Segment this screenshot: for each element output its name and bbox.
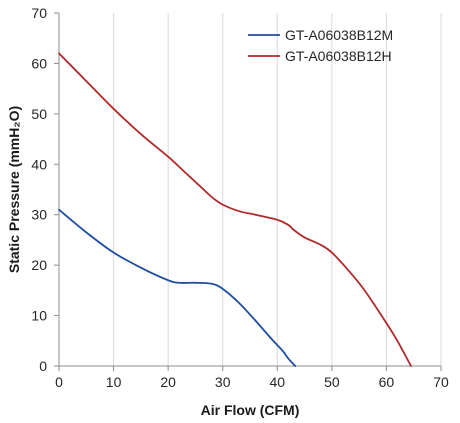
x-tick-label: 0 <box>55 374 63 390</box>
y-tick-label: 0 <box>39 358 47 374</box>
y-tick-label: 40 <box>31 156 47 172</box>
legend-label: GT-A06038B12M <box>285 27 393 43</box>
x-tick-label: 10 <box>106 374 122 390</box>
y-axis-title: Static Pressure (mmH₂O) <box>6 106 22 273</box>
y-tick-label: 30 <box>31 207 47 223</box>
x-tick-label: 20 <box>160 374 176 390</box>
x-tick-label: 60 <box>379 374 395 390</box>
y-tick-label: 10 <box>31 308 47 324</box>
x-axis-title: Air Flow (CFM) <box>201 402 300 418</box>
y-tick-label: 50 <box>31 106 47 122</box>
series-line-gt-a06038b12m <box>58 208 297 367</box>
tick-labels: 0 10 20 30 40 50 60 70 0 10 20 30 40 50 60 70 <box>31 5 449 390</box>
legend-label: GT-A06038B12H <box>285 48 392 64</box>
series-lines <box>58 52 412 367</box>
x-tick-label: 70 <box>433 374 449 390</box>
series-line-gt-a06038b12h <box>58 52 412 367</box>
x-tick-label: 50 <box>324 374 340 390</box>
y-tick-label: 20 <box>31 257 47 273</box>
axes <box>54 12 442 371</box>
y-tick-label: 60 <box>31 55 47 71</box>
y-tick-label: 70 <box>31 5 47 21</box>
grid <box>113 13 442 366</box>
x-tick-label: 40 <box>269 374 285 390</box>
x-tick-label: 30 <box>215 374 231 390</box>
legend: GT-A06038B12M GT-A06038B12H <box>248 27 393 64</box>
